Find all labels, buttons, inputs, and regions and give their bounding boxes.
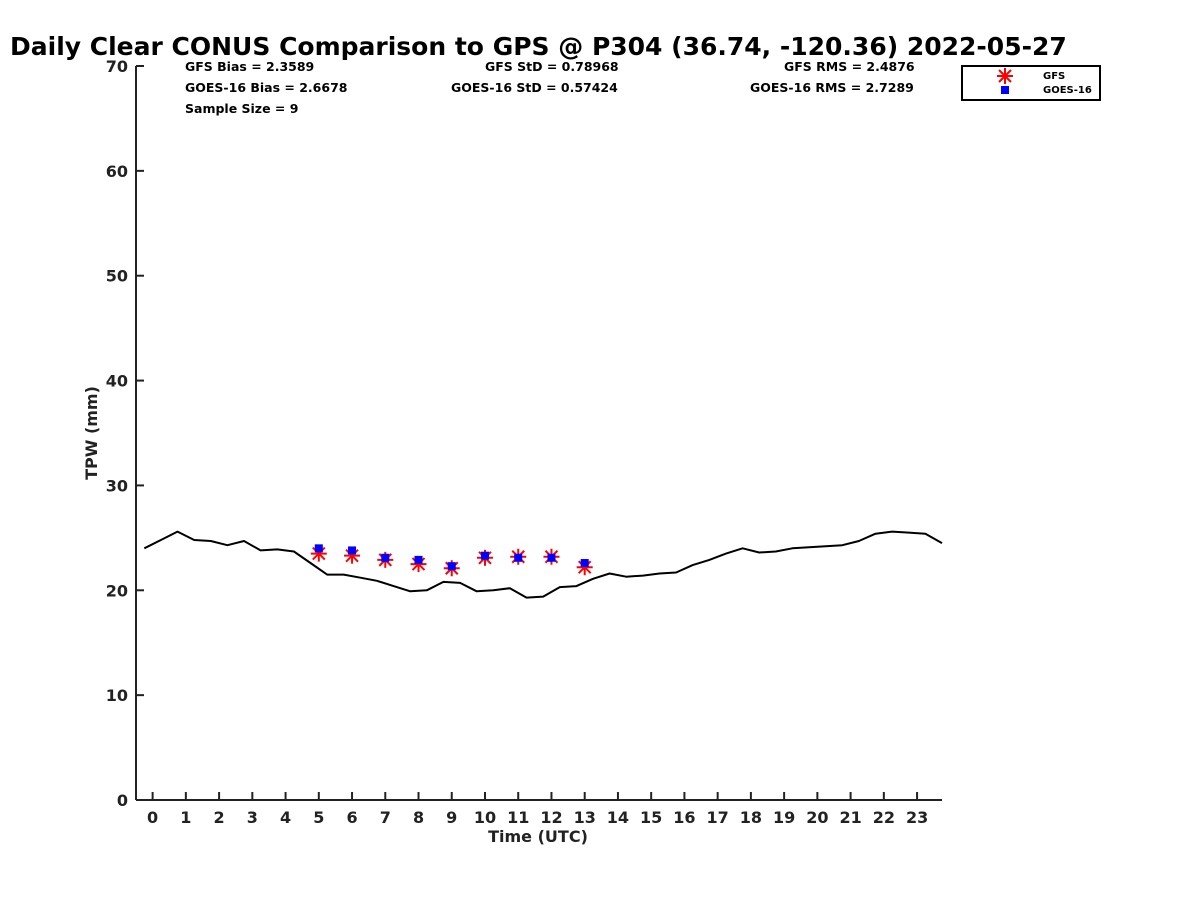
legend-goes-label: GOES-16 xyxy=(1043,85,1092,96)
x-tick-label: 22 xyxy=(873,808,895,827)
plot-area xyxy=(143,530,943,599)
x-tick-label: 7 xyxy=(380,808,391,827)
goes-16-point xyxy=(580,559,589,568)
goes-16-point xyxy=(514,553,523,562)
y-ticks: 0 10 20 30 40 50 60 70 xyxy=(106,57,144,810)
y-tick-label: 70 xyxy=(106,57,128,76)
x-tick-label: 20 xyxy=(806,808,828,827)
axes xyxy=(135,66,942,801)
chart-title: Daily Clear CONUS Comparison to GPS @ P3… xyxy=(10,32,1067,61)
legend: GFS GOES-16 xyxy=(961,65,1101,101)
y-tick-label: 10 xyxy=(106,686,128,705)
x-tick-label: 19 xyxy=(773,808,795,827)
gps-series-line xyxy=(143,530,943,599)
goes-16-point xyxy=(480,551,489,560)
goes-bias-stat: GOES-16 Bias = 2.6678 xyxy=(185,80,347,95)
y-tick-label: 30 xyxy=(106,476,128,495)
x-tick-label: 10 xyxy=(474,808,496,827)
gfs-bias-stat: GFS Bias = 2.3589 xyxy=(185,59,314,74)
x-tick-label: 5 xyxy=(313,808,324,827)
goes-16-point xyxy=(381,553,390,562)
goes-16-point xyxy=(314,544,323,553)
x-tick-label: 17 xyxy=(707,808,729,827)
x-tick-label: 6 xyxy=(346,808,357,827)
legend-box xyxy=(961,65,1101,101)
legend-goes-marker xyxy=(1001,86,1009,94)
x-tick-label: 4 xyxy=(280,808,291,827)
x-tick-label: 21 xyxy=(839,808,861,827)
x-tick-label: 11 xyxy=(507,808,529,827)
y-tick-label: 50 xyxy=(106,267,128,286)
x-tick-label: 8 xyxy=(413,808,424,827)
goes-rms-stat: GOES-16 RMS = 2.7289 xyxy=(750,80,914,95)
goes-16-point xyxy=(414,555,423,564)
sample-size-stat: Sample Size = 9 xyxy=(185,101,298,116)
legend-gfs-label: GFS xyxy=(1043,71,1065,82)
y-tick-label: 20 xyxy=(106,581,128,600)
x-tick-label: 14 xyxy=(607,808,629,827)
x-tick-label: 2 xyxy=(214,808,225,827)
x-tick-label: 12 xyxy=(540,808,562,827)
x-tick-label: 18 xyxy=(740,808,762,827)
goes-16-point xyxy=(547,553,556,562)
y-axis-label: TPW (mm) xyxy=(82,386,101,480)
stats-block: GFS Bias = 2.3589 GOES-16 Bias = 2.6678 … xyxy=(185,59,915,116)
gfs-std-stat: GFS StD = 0.78968 xyxy=(485,59,619,74)
x-tick-label: 9 xyxy=(446,808,457,827)
goes-std-stat: GOES-16 StD = 0.57424 xyxy=(451,80,618,95)
y-tick-label: 40 xyxy=(106,372,128,391)
x-tick-label: 13 xyxy=(574,808,596,827)
x-axis-label: Time (UTC) xyxy=(488,827,588,846)
x-tick-label: 0 xyxy=(147,808,158,827)
x-tick-label: 1 xyxy=(180,808,191,827)
legend-gfs-marker xyxy=(997,68,1013,84)
x-tick-label: 3 xyxy=(247,808,258,827)
x-tick-label: 23 xyxy=(906,808,928,827)
x-ticks: 0 1 2 3 4 5 6 7 8 9 10 11 12 13 14 15 16 17 18 19 20 21 22 23 xyxy=(147,792,928,827)
gfs-rms-stat: GFS RMS = 2.4876 xyxy=(784,59,915,74)
x-tick-label: 15 xyxy=(640,808,662,827)
y-tick-label: 60 xyxy=(106,162,128,181)
goes-16-point xyxy=(447,562,456,571)
x-tick-label: 16 xyxy=(673,808,695,827)
y-tick-label: 0 xyxy=(117,791,128,810)
goes-16-point xyxy=(348,546,357,555)
